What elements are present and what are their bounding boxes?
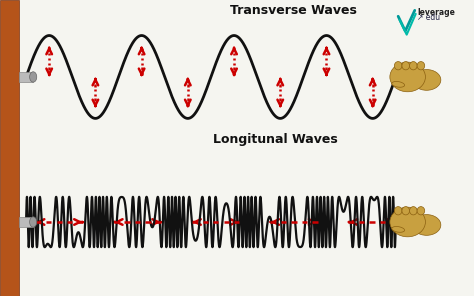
Ellipse shape — [402, 207, 410, 215]
Ellipse shape — [394, 62, 402, 70]
Text: Longitunal Waves: Longitunal Waves — [212, 133, 337, 146]
Ellipse shape — [410, 207, 417, 215]
Text: Transverse Waves: Transverse Waves — [230, 4, 357, 17]
Ellipse shape — [394, 207, 402, 215]
Ellipse shape — [30, 217, 37, 227]
Ellipse shape — [417, 62, 425, 70]
Ellipse shape — [412, 215, 441, 235]
Ellipse shape — [390, 207, 425, 237]
Ellipse shape — [412, 70, 441, 90]
Bar — [19, 72, 33, 82]
Bar — [19, 217, 33, 227]
Ellipse shape — [410, 62, 417, 70]
Ellipse shape — [30, 72, 37, 82]
Ellipse shape — [392, 81, 405, 87]
Ellipse shape — [417, 207, 425, 215]
Ellipse shape — [402, 62, 410, 70]
Text: leverage: leverage — [417, 8, 455, 17]
Text: ↗ edu: ↗ edu — [417, 13, 440, 22]
Ellipse shape — [392, 226, 405, 232]
Bar — [0, 0, 19, 296]
Ellipse shape — [390, 62, 425, 92]
